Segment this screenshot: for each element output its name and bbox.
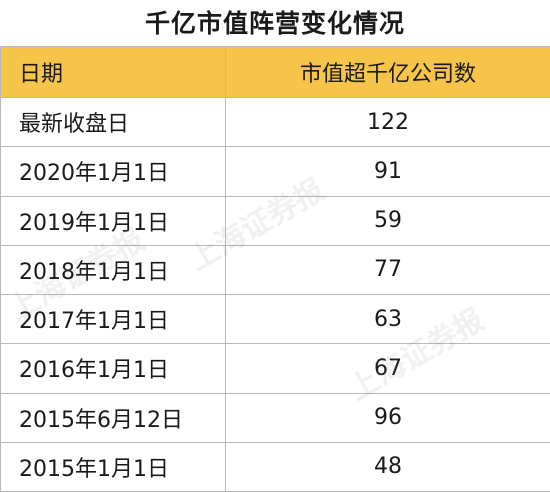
header-count: 市值超千亿公司数 [225, 46, 550, 98]
data-table: 日期 市值超千亿公司数 最新收盘日 122 2020年1月1日 91 2019年… [0, 46, 550, 492]
date-cell: 2016年1月1日 [0, 343, 226, 394]
header-date: 日期 [0, 46, 226, 98]
table-row: 最新收盘日 122 [0, 96, 550, 148]
table-row: 2020年1月1日 91 [0, 146, 550, 197]
count-cell: 67 [225, 343, 550, 394]
table-row: 2016年1月1日 67 [0, 343, 550, 394]
count-cell: 96 [225, 392, 550, 443]
count-cell: 59 [225, 195, 550, 246]
count-cell: 77 [225, 244, 550, 296]
table-row: 2018年1月1日 77 [0, 244, 550, 296]
header-row: 日期 市值超千亿公司数 [0, 46, 550, 98]
count-cell: 48 [225, 441, 550, 492]
table-row: 2019年1月1日 59 [0, 195, 550, 246]
count-cell: 63 [225, 293, 550, 345]
date-cell: 2020年1月1日 [0, 146, 226, 197]
date-cell: 2018年1月1日 [0, 244, 226, 296]
date-cell: 2015年1月1日 [0, 441, 226, 492]
table-row: 2015年1月1日 48 [0, 441, 550, 492]
date-cell: 最新收盘日 [0, 96, 226, 148]
count-cell: 91 [225, 146, 550, 197]
date-cell: 2015年6月12日 [0, 392, 226, 443]
date-cell: 2019年1月1日 [0, 195, 226, 246]
count-cell: 122 [225, 96, 550, 148]
table-title: 千亿市值阵营变化情况 [144, 9, 405, 38]
table-row: 2015年6月12日 96 [0, 392, 550, 443]
table-row: 2017年1月1日 63 [0, 293, 550, 345]
date-cell: 2017年1月1日 [0, 293, 226, 345]
